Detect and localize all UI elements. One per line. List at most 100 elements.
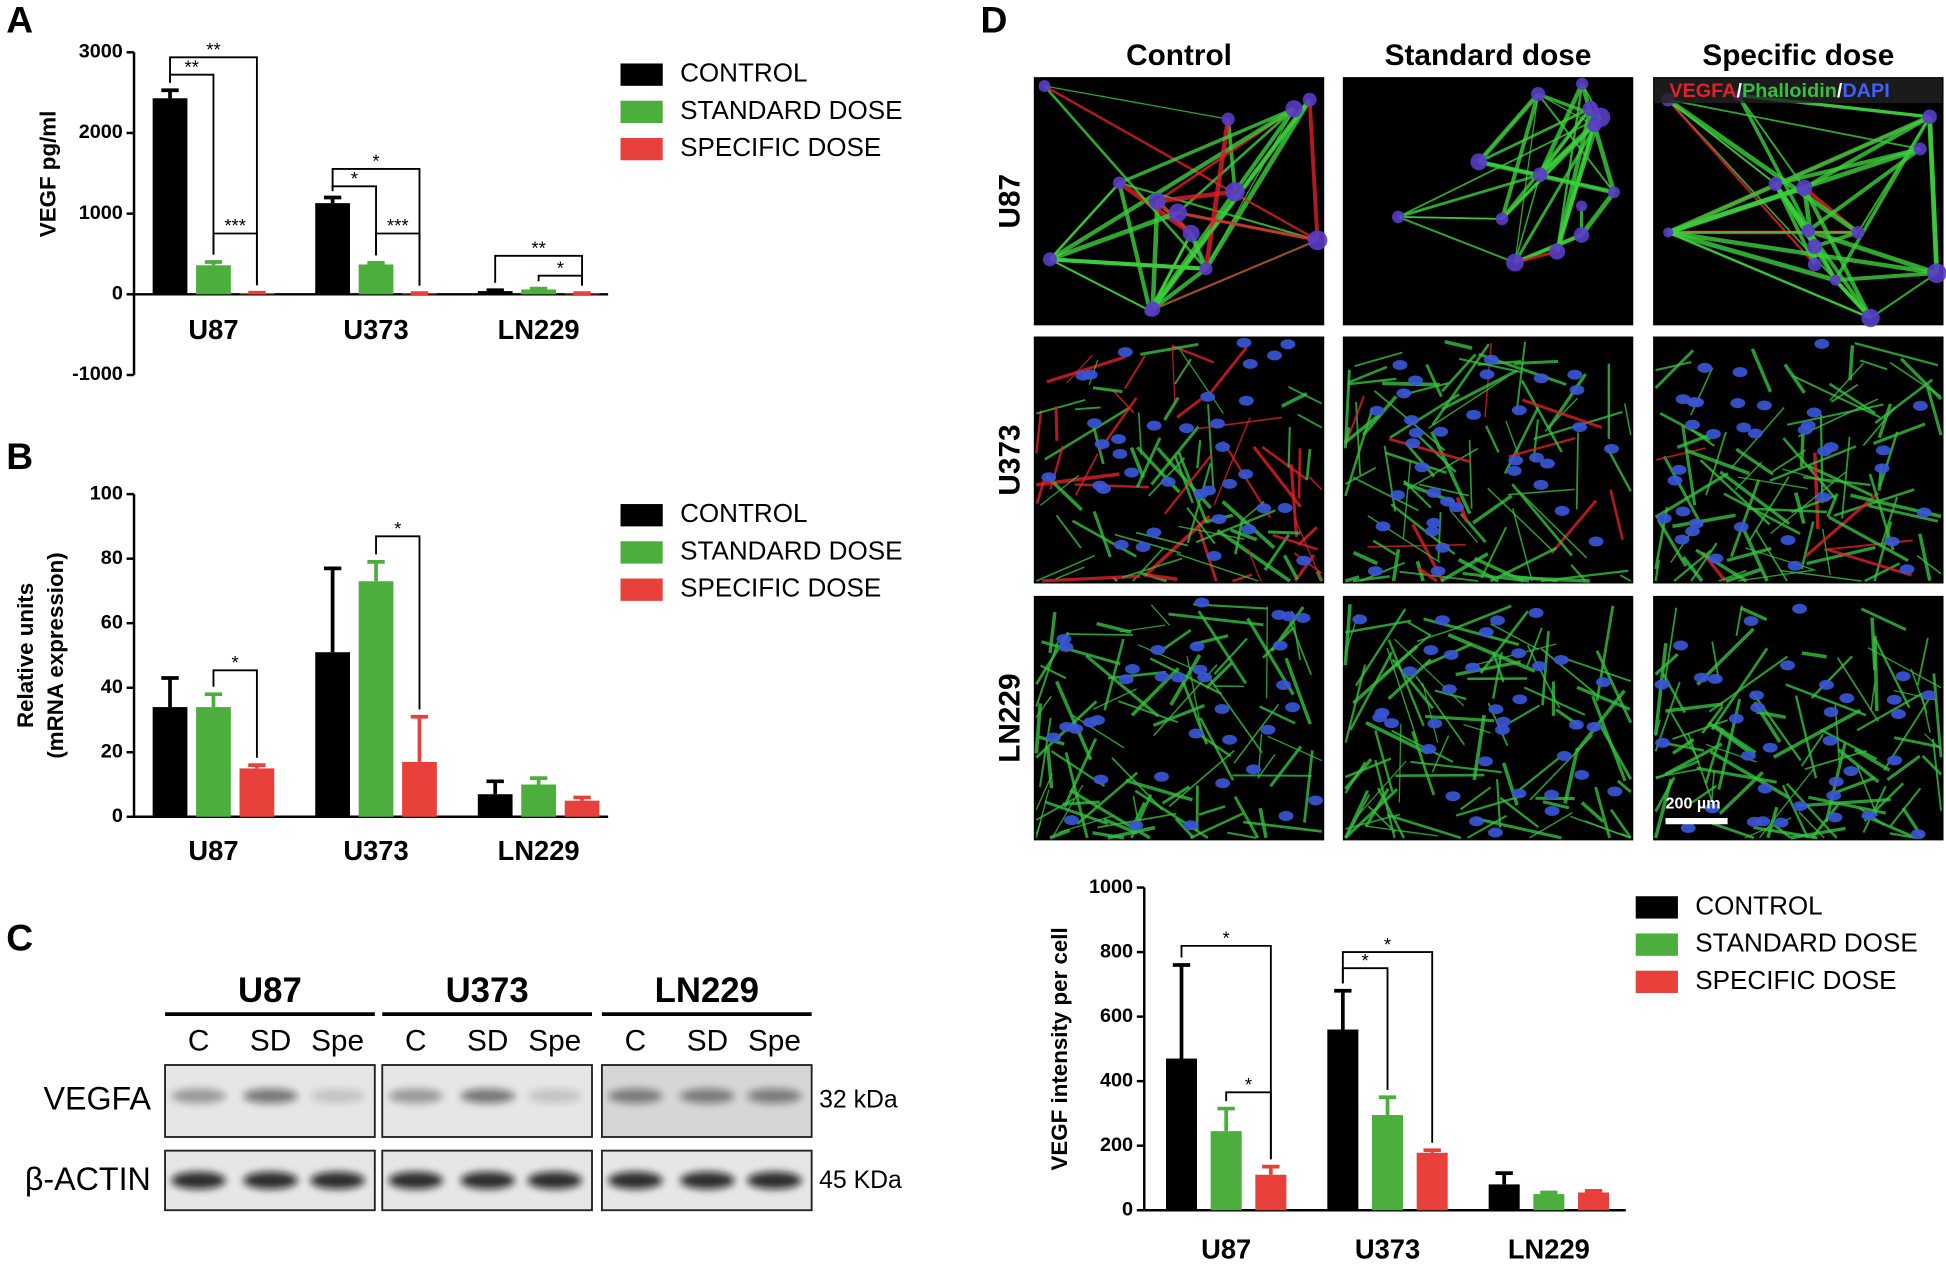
micrograph-nucleus <box>1511 788 1527 799</box>
micrograph-fiber <box>1397 215 1516 264</box>
scale-bar-label: 200 µm <box>1666 795 1721 813</box>
micrograph-nucleus <box>1604 443 1619 454</box>
significance-bracket <box>375 535 421 710</box>
micrograph-fiber <box>1725 567 1762 583</box>
micrograph-fiber <box>1344 788 1399 839</box>
blot-band <box>460 1171 516 1190</box>
micrograph-fiber <box>1168 612 1264 627</box>
micrograph-fiber <box>1352 476 1419 512</box>
micrograph-fiber <box>1806 545 1876 566</box>
micrograph-fiber <box>1889 361 1942 398</box>
micrograph-nucleus <box>1241 524 1257 535</box>
panel-label: D <box>980 0 1007 40</box>
blot-cell-line: LN229 <box>655 972 759 1010</box>
micrograph-fiber <box>1508 437 1576 458</box>
micrograph-fiber <box>1750 348 1773 393</box>
micrograph-fiber <box>1035 695 1052 718</box>
micrograph-fiber <box>1685 448 1750 476</box>
error-bar <box>529 776 548 785</box>
micrograph-cell <box>1573 227 1590 243</box>
micrograph <box>1033 77 1328 326</box>
micrograph-nucleus <box>1392 360 1408 370</box>
micrograph <box>1653 336 1944 584</box>
micrograph-cell <box>1576 77 1589 90</box>
micrograph-nucleus <box>1817 446 1832 457</box>
micrograph-fiber <box>1178 525 1245 540</box>
micrograph-fiber <box>1216 528 1291 583</box>
bar <box>358 581 394 817</box>
micrograph-fiber <box>1284 657 1312 725</box>
micrograph-fiber <box>1695 548 1748 583</box>
error-bar <box>1423 1148 1441 1153</box>
micrograph-fiber <box>1592 124 1617 193</box>
micrograph-fiber <box>1539 107 1592 176</box>
significance-bracket <box>1180 944 1272 1160</box>
micrograph-fiber <box>1803 115 1931 190</box>
micrograph-fiber <box>1480 526 1508 579</box>
micrograph-nucleus <box>1295 612 1311 623</box>
micrograph-nucleus <box>1654 679 1670 690</box>
error-bar <box>204 260 223 266</box>
micrograph-nucleus <box>1206 550 1222 561</box>
micrograph-nucleus <box>1146 420 1162 431</box>
micrograph-fiber <box>1485 425 1500 453</box>
micrograph-fiber <box>1063 737 1098 808</box>
significance-label: * <box>232 652 239 673</box>
micrograph-fiber <box>1856 692 1923 732</box>
micrograph-fiber <box>1417 566 1438 583</box>
blot-lane-label: Spe <box>748 1025 801 1058</box>
stain-label: DAPI <box>1842 80 1889 102</box>
micrograph-fiber <box>1540 647 1600 698</box>
bar <box>477 291 513 295</box>
micrograph-fiber <box>1054 680 1093 761</box>
micrograph-fiber <box>1813 452 1820 530</box>
micrograph-fiber <box>1178 347 1224 414</box>
micrograph-fiber <box>1174 817 1195 839</box>
micrograph-nucleus <box>1117 347 1133 358</box>
micrograph-fiber <box>1780 569 1862 582</box>
micrograph-fiber <box>1822 528 1831 575</box>
micrograph-fiber <box>1196 439 1202 469</box>
micrograph-fiber <box>1723 492 1801 535</box>
micrograph-nucleus <box>1708 553 1724 564</box>
micrograph-fiber <box>1664 742 1723 776</box>
micrograph-fiber <box>1575 689 1626 752</box>
micrograph-fiber <box>1233 795 1260 839</box>
micrograph <box>1033 595 1325 841</box>
x-tick-label: LN229 <box>498 835 580 866</box>
micrograph-fiber <box>1477 92 1540 164</box>
micrograph-fiber <box>1579 190 1616 237</box>
micrograph-fiber <box>1666 742 1704 752</box>
micrograph-fiber <box>1347 365 1388 384</box>
micrograph-fiber <box>1872 422 1926 445</box>
micrograph-nucleus <box>1780 535 1796 546</box>
micrograph-nucleus <box>1414 462 1430 473</box>
micrograph-fiber <box>1388 437 1472 464</box>
micrograph-nucleus <box>1402 666 1418 677</box>
micrograph-nucleus <box>1704 803 1720 814</box>
micrograph-fiber <box>1305 448 1312 480</box>
micrograph-fiber <box>1198 805 1226 816</box>
micrograph-fiber <box>1616 779 1632 793</box>
micrograph-fiber <box>1103 817 1138 835</box>
micrograph-fiber <box>1523 686 1586 716</box>
micrograph-fiber <box>1307 99 1320 241</box>
micrograph-nucleus <box>1478 627 1494 638</box>
micrograph-fiber <box>1619 574 1632 582</box>
micrograph-fiber <box>1496 778 1502 828</box>
micrograph-nucleus <box>1408 375 1423 386</box>
micrograph-fiber <box>1035 554 1096 582</box>
micrograph-nucleus <box>1656 513 1672 524</box>
micrograph-fiber <box>1889 832 1917 840</box>
micrograph-nucleus <box>1087 418 1102 429</box>
micrograph-fiber <box>1672 719 1728 740</box>
micrograph-fiber <box>1833 776 1876 795</box>
micrograph-cell <box>1225 181 1245 202</box>
micrograph-nucleus <box>1694 672 1709 683</box>
y-tick-label: 1000 <box>79 202 123 224</box>
micrograph-nucleus <box>1082 717 1098 728</box>
legend-swatch <box>1635 896 1678 919</box>
blot-band <box>680 1088 735 1104</box>
micrograph-fiber <box>1659 412 1711 442</box>
legend-label: SPECIFIC DOSE <box>1695 965 1896 995</box>
